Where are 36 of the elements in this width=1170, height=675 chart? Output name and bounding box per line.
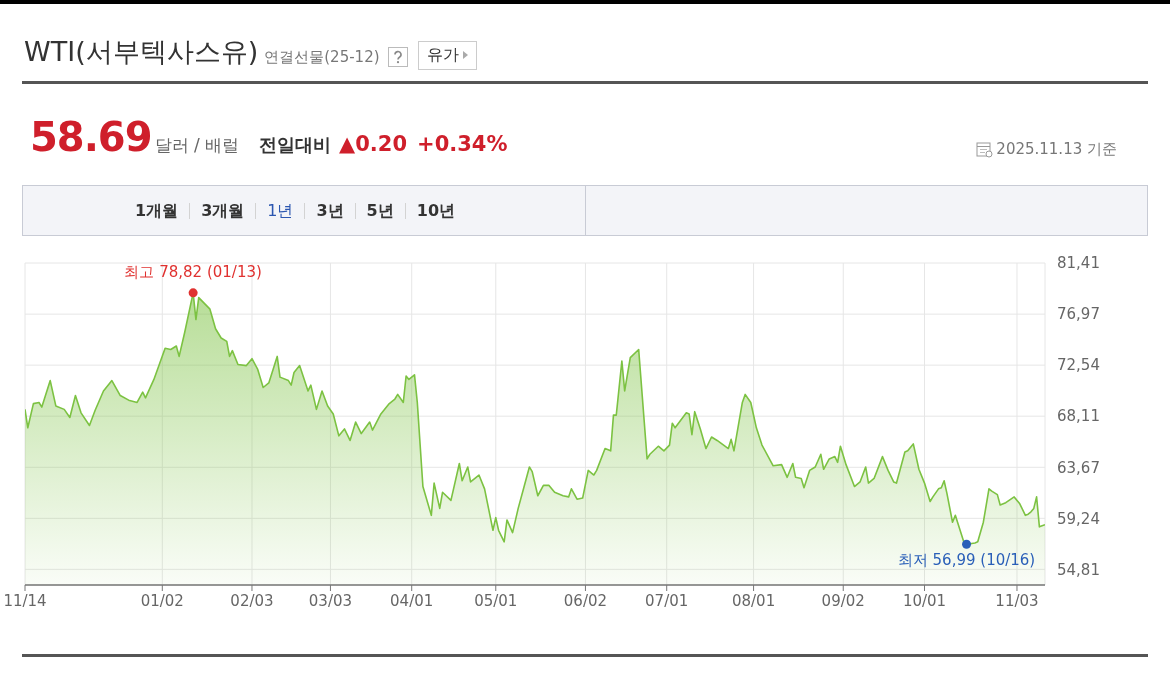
y-tick-label: 76,97 [1057,305,1100,324]
text: 2025.11.13 기준 [996,140,1117,158]
y-tick-label: 72,54 [1057,356,1100,375]
y-tick-label: 68,11 [1057,407,1100,426]
x-tick-label: 01/02 [140,591,184,610]
text: 1년 [267,200,294,220]
text: ▲0.20 [339,132,408,156]
x-tick-label: 08/01 [731,591,776,610]
text: 유가 [426,44,459,66]
y-tick-label: 81,41 [1057,254,1100,273]
text: 3개월 [201,200,245,220]
text: 10년 [416,200,456,220]
x-tick-label: 10/01 [902,591,947,610]
chart-subtitle: 연결선물(25-12) [264,47,380,66]
y-tick-label: 59,24 [1057,509,1100,528]
text: 전일대비 [259,134,332,155]
x-tick-label: 09/02 [821,591,865,610]
y-tick-label: 63,67 [1057,458,1100,477]
text: 3년 [316,200,344,220]
x-tick-label: 07/01 [645,591,689,610]
x-tick-label: 02/03 [230,591,274,610]
x-tick-label: 03/03 [308,591,353,610]
y-tick-label: 54,81 [1057,560,1100,579]
x-tick-label: 11/03 [995,591,1039,610]
x-tick-label: 11/14 [3,591,47,610]
x-tick-label: 06/02 [563,591,608,610]
annotation: 최저 56,99 (10/16) [897,551,1036,570]
text: 5년 [366,200,394,220]
annotation: 최고 78,82 (01/13) [124,262,262,281]
text: 58.69 [30,114,152,160]
text: +0.34% [417,132,508,156]
text: 달러 / 배럴 [154,135,240,155]
chart-title: WTI(서부텍사스유) [24,36,259,67]
x-tick-label: 04/01 [390,591,434,610]
text: 1개월 [135,200,179,220]
x-tick-label: 05/01 [474,591,518,610]
